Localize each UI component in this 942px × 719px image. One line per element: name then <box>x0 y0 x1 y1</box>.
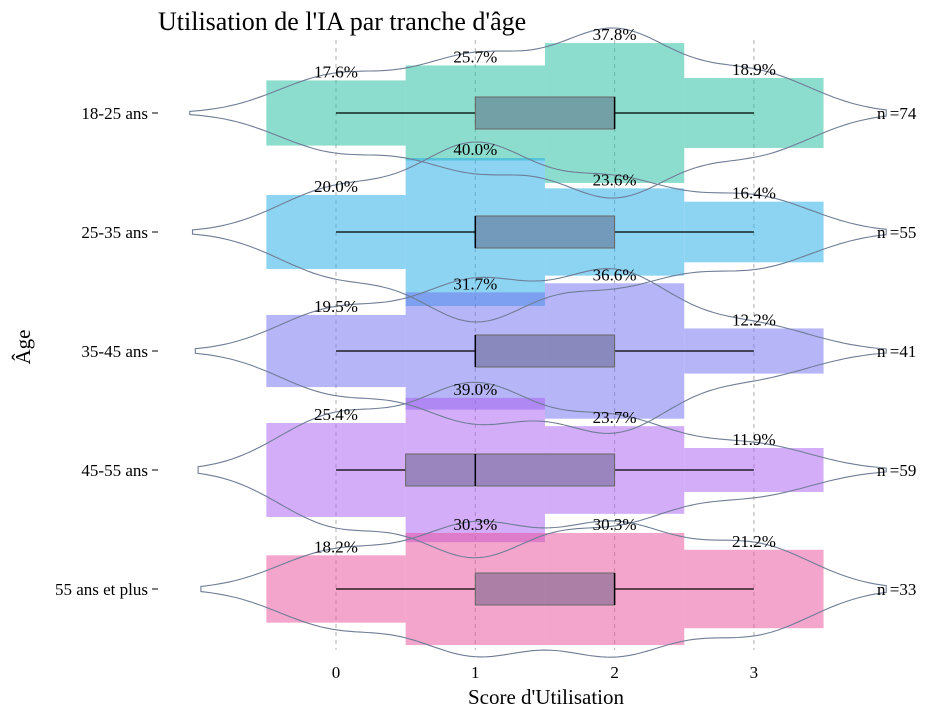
chart-title: Utilisation de l'IA par tranche d'âge <box>158 7 526 36</box>
percent-label: 19.5% <box>314 297 358 316</box>
percent-label: 23.7% <box>593 408 637 427</box>
violin-layer <box>189 27 887 658</box>
violin-outline <box>194 268 887 434</box>
percent-label: 37.8% <box>593 25 637 44</box>
x-tick-label: 0 <box>332 663 341 682</box>
percent-label: 30.3% <box>453 515 497 534</box>
percent-label: 21.2% <box>732 532 776 551</box>
x-tick-label: 3 <box>750 663 759 682</box>
percent-label: 36.6% <box>593 265 637 284</box>
x-axis-label: Score d'Utilisation <box>468 685 625 709</box>
percent-label: 25.4% <box>314 405 358 424</box>
labels-layer: 0 1 2 3 17.6% 25.7% 37.8% 18.9% 18-25 ans n =74 20… <box>55 25 917 682</box>
y-tick-label: 18-25 ans <box>81 104 148 123</box>
sample-size-label: n =55 <box>877 223 916 242</box>
percent-label: 20.0% <box>314 177 358 196</box>
percent-label: 18.2% <box>314 537 358 556</box>
y-tick-label: 25-35 ans <box>81 223 148 242</box>
sample-size-label: n =33 <box>877 580 916 599</box>
percent-label: 11.9% <box>732 430 775 449</box>
percent-label: 18.9% <box>732 60 776 79</box>
y-axis-label: Âge <box>11 330 35 365</box>
x-tick-label: 1 <box>471 663 480 682</box>
violin-outline <box>200 520 887 658</box>
box-iqr <box>474 334 616 368</box>
sample-size-label: n =41 <box>877 342 916 361</box>
sample-size-label: n =59 <box>877 461 916 480</box>
x-tick-label: 2 <box>610 663 619 682</box>
y-tick-label: 35-45 ans <box>81 342 148 361</box>
box-iqr <box>474 572 616 606</box>
y-tick-label: 45-55 ans <box>81 461 148 480</box>
box-iqr <box>474 96 616 130</box>
sample-size-label: n =74 <box>877 104 917 123</box>
percent-label: 40.0% <box>453 140 497 159</box>
box-iqr <box>405 453 616 487</box>
percent-label: 39.0% <box>453 380 497 399</box>
percent-label: 23.6% <box>593 170 637 189</box>
boxplot-layer <box>336 96 754 606</box>
box-iqr <box>474 215 616 249</box>
violin-outline <box>189 27 887 199</box>
y-tick-label: 55 ans et plus <box>55 580 148 599</box>
percent-label: 12.2% <box>732 310 776 329</box>
percent-label: 30.3% <box>593 515 637 534</box>
percent-label: 25.7% <box>453 47 497 66</box>
percent-label: 16.4% <box>732 184 776 203</box>
percent-label: 17.6% <box>314 62 358 81</box>
percent-label: 31.7% <box>453 274 497 293</box>
violin-outline <box>191 141 887 323</box>
violin-outline <box>197 381 887 559</box>
